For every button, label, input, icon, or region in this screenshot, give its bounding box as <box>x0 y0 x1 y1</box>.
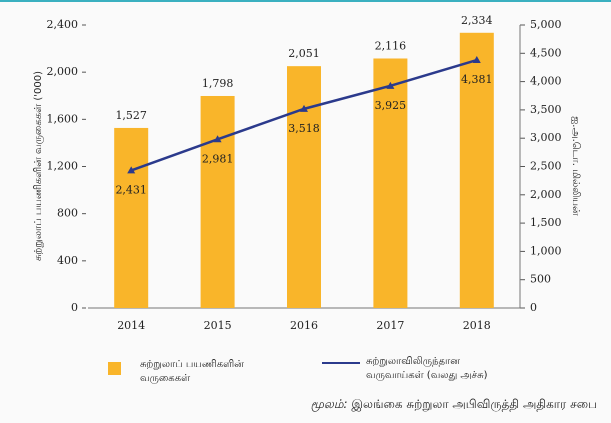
line-marker <box>300 104 308 112</box>
x-tick-label: 2015 <box>204 319 232 332</box>
x-tick-label: 2016 <box>290 319 318 332</box>
bar-value-label: 2,051 <box>288 47 320 60</box>
y2-tick-label: 1,500 <box>530 216 562 229</box>
source-text: இலங்கை சுற்றுலா அபிவிருத்தி அதிகார சபை <box>351 397 597 411</box>
source-label: மூலம்: <box>310 397 348 411</box>
line-value-label: 3,925 <box>375 99 407 112</box>
y-tick-label: 2,400 <box>47 18 79 31</box>
legend-text: சுற்றுலாப் பயணிகளின் வருகைகள் <box>140 359 244 384</box>
legend-swatch <box>108 362 121 375</box>
bar-value-label: 2,116 <box>375 39 407 52</box>
bar-value-label: 1,798 <box>202 77 234 90</box>
y-tick-label: 1,600 <box>47 112 79 125</box>
x-tick-label: 2017 <box>376 319 404 332</box>
y2-tick-label: 500 <box>530 273 551 286</box>
y2-tick-label: 1,000 <box>530 244 562 257</box>
source: மூலம்: இலங்கை சுற்றுலா அபிவிருத்தி அதிகா… <box>311 397 597 411</box>
bar-value-label: 2,334 <box>461 14 493 27</box>
bar <box>459 32 494 308</box>
bar <box>373 58 408 308</box>
line-value-label: 3,518 <box>288 122 320 135</box>
line-marker <box>127 166 136 174</box>
legend-bar: சுற்றுலாப் பயணிகளின் வருகைகள் <box>108 358 270 386</box>
line-marker <box>472 56 481 64</box>
x-tick-label: 2018 <box>463 319 491 332</box>
y-tick-label: 2,000 <box>47 65 79 78</box>
y2-tick-label: 4,000 <box>530 75 562 88</box>
legend-swatch <box>322 362 360 364</box>
y2-tick-label: 2,500 <box>530 160 562 173</box>
bar <box>200 95 235 308</box>
y-tick-label: 800 <box>57 207 78 220</box>
legend-text: சுற்றுலாவிலிருந்தான வருவாய்கள் (வலது அச்… <box>366 356 488 381</box>
line-value-label: 2,981 <box>202 152 234 165</box>
y-tick-label: 400 <box>57 254 78 267</box>
line-marker <box>213 135 222 143</box>
legend-line: சுற்றுலாவிலிருந்தான வருவாய்கள் (வலது அச்… <box>322 355 506 383</box>
y2-axis-label: ஐ.அ.டொ. மில்லியன் <box>570 116 581 216</box>
line-value-label: 4,381 <box>461 73 493 86</box>
y2-tick-label: 5,000 <box>530 18 562 31</box>
y2-tick-label: 3,000 <box>530 131 562 144</box>
line-marker <box>386 81 395 89</box>
top-border <box>0 0 611 2</box>
bar <box>287 66 321 308</box>
y2-tick-label: 4,500 <box>530 46 562 59</box>
y2-tick-label: 2,000 <box>530 188 562 201</box>
y2-tick-label: 3,500 <box>530 103 562 116</box>
y-axis-label: சுற்றுலாப் பயணிகளின் வருகைகள் ('000) <box>33 71 44 261</box>
x-tick-label: 2014 <box>117 319 145 332</box>
bar-value-label: 1,527 <box>115 109 147 122</box>
line-value-label: 2,431 <box>115 183 147 196</box>
bar <box>114 127 149 308</box>
y2-tick-label: 0 <box>530 301 537 314</box>
y-tick-label: 1,200 <box>47 160 79 173</box>
y-tick-label: 0 <box>71 301 78 314</box>
